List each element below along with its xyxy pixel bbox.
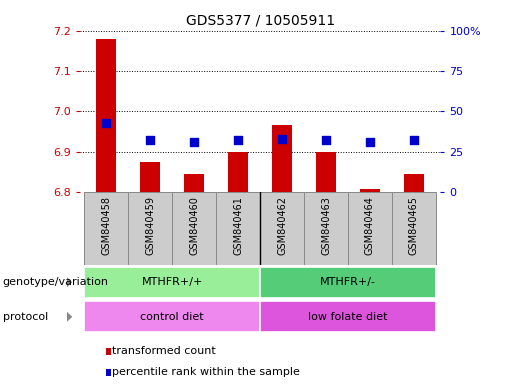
Polygon shape — [67, 312, 72, 322]
Text: GSM840459: GSM840459 — [145, 196, 155, 255]
Polygon shape — [67, 277, 72, 287]
Bar — [184, 174, 204, 192]
Bar — [272, 126, 292, 192]
Bar — [140, 162, 160, 192]
Bar — [260, 301, 436, 332]
Bar — [404, 174, 424, 192]
Text: transformed count: transformed count — [112, 346, 216, 356]
Bar — [260, 192, 304, 265]
Point — [190, 139, 198, 145]
Text: GSM840460: GSM840460 — [189, 196, 199, 255]
Text: GSM840458: GSM840458 — [101, 196, 111, 255]
Bar — [316, 152, 336, 192]
Bar — [304, 192, 348, 265]
Bar — [172, 192, 216, 265]
Bar — [348, 192, 392, 265]
Point — [366, 139, 374, 145]
Text: GSM840463: GSM840463 — [321, 196, 331, 255]
Text: control diet: control diet — [140, 312, 204, 322]
Bar — [392, 192, 436, 265]
Point — [146, 137, 154, 144]
Point — [102, 119, 110, 126]
Text: GSM840464: GSM840464 — [365, 196, 375, 255]
Point — [278, 136, 286, 142]
Bar — [228, 152, 248, 192]
Text: low folate diet: low folate diet — [308, 312, 388, 322]
Bar — [128, 192, 172, 265]
Text: genotype/variation: genotype/variation — [3, 277, 109, 287]
Bar — [360, 189, 380, 192]
Bar — [84, 192, 128, 265]
Bar — [96, 39, 116, 192]
Text: GSM840462: GSM840462 — [277, 196, 287, 255]
Bar — [84, 301, 260, 332]
Text: MTHFR+/+: MTHFR+/+ — [142, 277, 203, 287]
Point — [234, 137, 242, 144]
Text: GSM840461: GSM840461 — [233, 196, 243, 255]
Text: MTHFR+/-: MTHFR+/- — [320, 277, 376, 287]
Text: GDS5377 / 10505911: GDS5377 / 10505911 — [185, 13, 335, 27]
Text: percentile rank within the sample: percentile rank within the sample — [112, 367, 300, 377]
Bar — [84, 267, 260, 298]
Text: protocol: protocol — [3, 312, 48, 322]
Bar — [260, 267, 436, 298]
Text: GSM840465: GSM840465 — [409, 196, 419, 255]
Point — [322, 137, 330, 144]
Bar — [216, 192, 260, 265]
Point — [410, 137, 418, 144]
